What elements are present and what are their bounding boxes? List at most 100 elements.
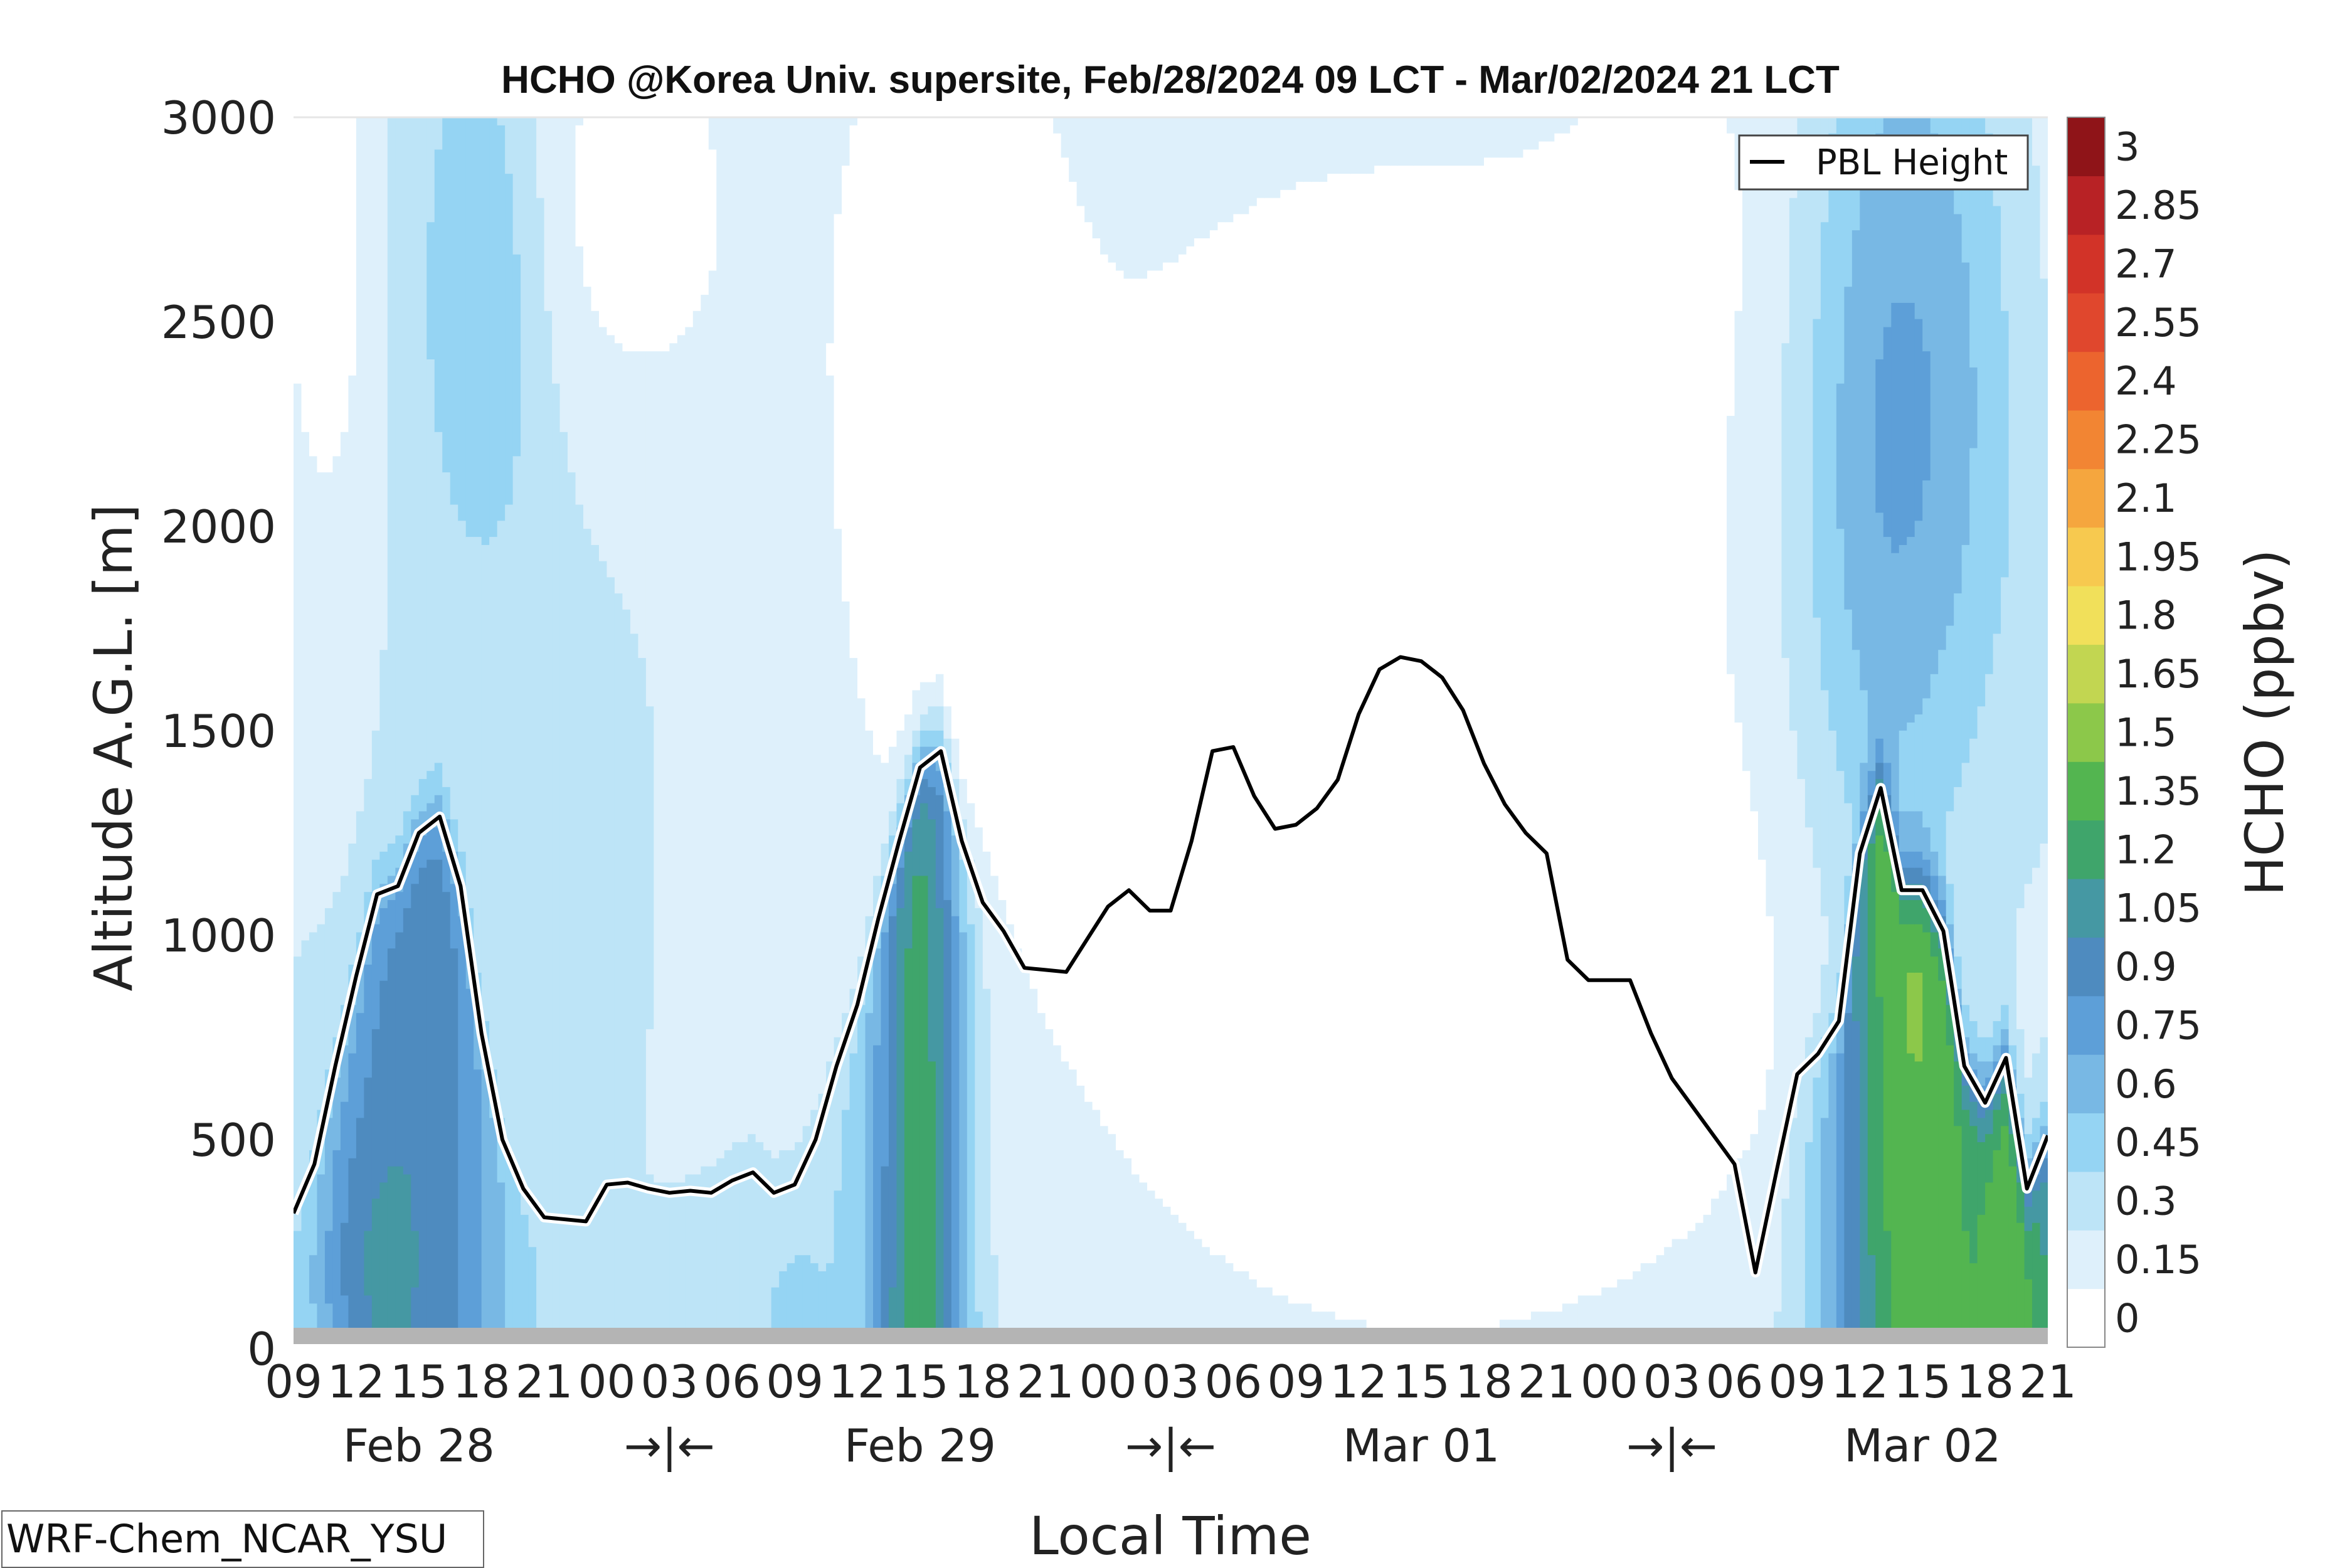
field-cell (1648, 117, 1657, 1264)
field-cell (1680, 117, 1688, 1240)
field-cell (982, 851, 992, 990)
field-cell (1938, 149, 1947, 651)
field-cell (2024, 1078, 2033, 1135)
field-cell (1883, 327, 1892, 538)
field-cell (1382, 166, 1391, 1328)
field-cell (607, 577, 615, 1328)
field-cell (1993, 1093, 2001, 1111)
field-cell (928, 787, 936, 820)
colorbar-tick-label: 0.45 (2115, 1120, 2201, 1165)
field-cell (1836, 383, 1845, 529)
field-cell (645, 117, 655, 352)
field-cell (1875, 763, 1884, 780)
field-cell (1899, 924, 1908, 1328)
field-cell (1781, 658, 1790, 1199)
field-cell (779, 1150, 788, 1272)
field-cell (332, 892, 341, 1038)
y-tick-label: 500 (190, 1114, 276, 1167)
field-cell (1907, 537, 1915, 723)
field-cell (1139, 117, 1148, 280)
field-cell (1554, 133, 1563, 1313)
field-cell (967, 117, 976, 804)
field-cell (881, 932, 889, 1167)
field-cell (1648, 1263, 1657, 1328)
field-cell (826, 1263, 835, 1328)
field-cell (1961, 1005, 1970, 1038)
date-label: Feb 29 (844, 1419, 996, 1472)
field-cell (1155, 117, 1163, 272)
field-cell (2001, 577, 2010, 1006)
field-cell (630, 351, 639, 635)
field-cell (959, 117, 968, 780)
field-cell (1327, 117, 1336, 174)
field-cell (1804, 827, 1814, 1038)
x-tick-label: 00 (1581, 1355, 1638, 1408)
field-cell (1633, 117, 1641, 1272)
field-cell (1499, 1320, 1508, 1328)
x-tick-label: 12 (327, 1355, 385, 1408)
field-cell (2040, 278, 2048, 844)
field-cell (622, 351, 631, 610)
field-cell (748, 117, 756, 1135)
field-cell (1993, 1110, 2001, 1151)
field-cell (787, 117, 795, 1151)
field-cell (638, 658, 647, 1328)
field-cell (583, 117, 592, 287)
field-cell (1961, 262, 1970, 546)
field-cell (1359, 117, 1367, 174)
field-cell (1084, 222, 1093, 1103)
field-cell (1147, 1190, 1156, 1328)
field-cell (1664, 1247, 1673, 1328)
field-cell (598, 327, 608, 562)
field-cell (661, 117, 670, 352)
field-cell (1922, 859, 1931, 877)
field-cell (1586, 117, 1594, 1296)
field-cell (1985, 1037, 1994, 1062)
field-cell (1288, 117, 1297, 191)
field-cell (1530, 149, 1540, 1313)
field-cell (1633, 1271, 1641, 1328)
field-cell (1695, 117, 1704, 1224)
field-cell (1789, 198, 1798, 731)
x-tick-label: 03 (1643, 1355, 1701, 1408)
field-cell (552, 383, 561, 1328)
field-cell (1116, 117, 1125, 272)
field-cell (1851, 956, 1861, 1022)
field-cell (568, 117, 576, 473)
field-cell (928, 819, 936, 1062)
field-cell (1076, 1086, 1085, 1328)
field-cell (1539, 1311, 1547, 1328)
field-cell (528, 1247, 537, 1328)
date-label: →|← (624, 1419, 715, 1473)
field-cell (1985, 1182, 1994, 1328)
field-cell (1053, 1045, 1062, 1328)
field-cell (1303, 181, 1313, 1305)
field-cell (1907, 723, 1915, 812)
field-cell (1844, 803, 1853, 877)
field-cell (528, 117, 537, 1248)
y-axis-label: Altitude A.G.L. [m] (83, 504, 144, 992)
field-cell (724, 117, 733, 1151)
field-cell (1194, 117, 1203, 239)
field-cell (309, 932, 318, 1151)
field-cell (301, 117, 310, 433)
field-cell (1453, 117, 1461, 166)
field-cell (1969, 448, 1978, 739)
field-cell (1609, 1287, 1618, 1328)
field-cell (873, 948, 882, 1046)
hcho-concentration-field (294, 117, 2048, 1328)
field-cell (348, 117, 357, 376)
field-cell (450, 504, 459, 820)
field-cell (1170, 1214, 1179, 1328)
field-cell (701, 295, 709, 1167)
field-cell (1922, 827, 1931, 861)
field-cell (1867, 844, 1877, 1256)
field-cell (1750, 1134, 1759, 1328)
x-axis: 09 12 15 18 21 00 03 06 09 12 15 18 21 00 03 06 09 12 15 18… (265, 1355, 2077, 1473)
colorbar-swatch (2067, 1113, 2105, 1172)
field-cell (849, 125, 858, 659)
field-cell (1202, 238, 1210, 1248)
field-cell (395, 932, 404, 1167)
field-cell (1922, 908, 1931, 933)
field-cell (842, 166, 850, 602)
